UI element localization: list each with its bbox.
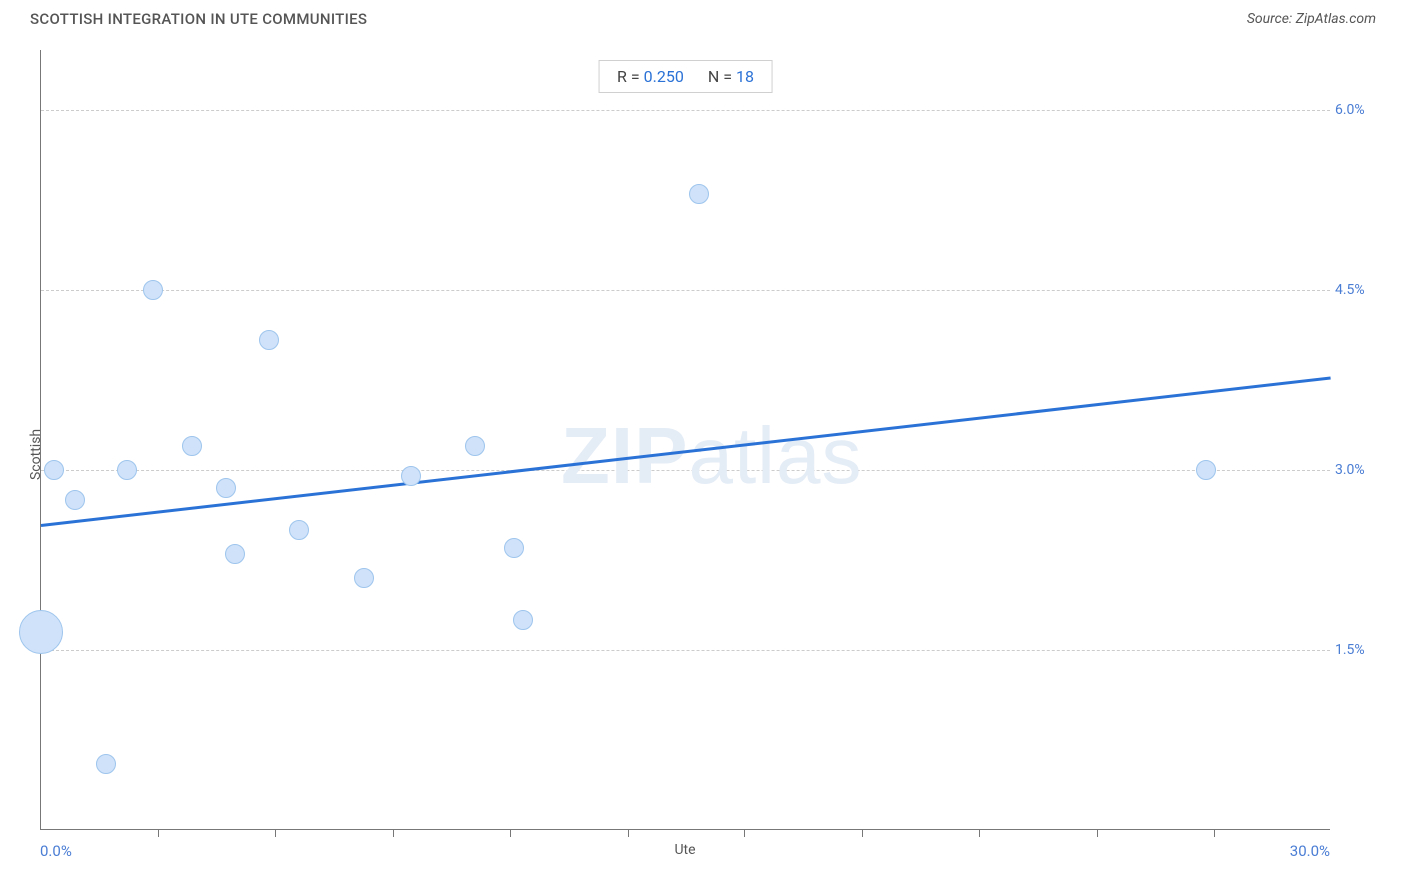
scatter-point (44, 460, 64, 480)
y-tick-label: 6.0% (1335, 102, 1380, 118)
stat-n: N = 18 (708, 67, 754, 86)
x-tick (1097, 829, 1098, 837)
x-axis-max-label: 30.0% (1290, 842, 1330, 860)
scatter-point (689, 184, 709, 204)
x-tick (510, 829, 511, 837)
chart-container: 1.5%3.0%4.5%6.0%ZIPatlasR = 0.250N = 18 … (40, 50, 1380, 860)
x-tick (628, 829, 629, 837)
scatter-point (513, 610, 533, 630)
x-tick (744, 829, 745, 837)
x-axis-min-label: 0.0% (40, 842, 72, 860)
scatter-point (225, 544, 245, 564)
scatter-point (143, 280, 163, 300)
y-tick-label: 4.5% (1335, 282, 1380, 298)
gridline-horizontal (41, 470, 1330, 471)
stats-box: R = 0.250 N = 18 (598, 60, 773, 93)
x-tick (1214, 829, 1215, 837)
plot-area: 1.5%3.0%4.5%6.0%ZIPatlasR = 0.250N = 18 (40, 50, 1330, 830)
scatter-point (19, 610, 63, 654)
source-attribution: Source: ZipAtlas.com (1247, 11, 1376, 27)
y-tick-label: 1.5% (1335, 642, 1380, 658)
gridline-horizontal (41, 110, 1330, 111)
x-tick (979, 829, 980, 837)
scatter-point (289, 520, 309, 540)
y-tick-label: 3.0% (1335, 462, 1380, 478)
chart-header: SCOTTISH INTEGRATION IN UTE COMMUNITIES … (0, 0, 1406, 36)
scatter-point (182, 436, 202, 456)
stat-r: R = 0.250 (617, 67, 684, 86)
chart-title: SCOTTISH INTEGRATION IN UTE COMMUNITIES (30, 10, 367, 28)
scatter-point (504, 538, 524, 558)
trend-line (41, 376, 1331, 527)
scatter-point (354, 568, 374, 588)
gridline-horizontal (41, 290, 1330, 291)
scatter-point (117, 460, 137, 480)
x-tick (393, 829, 394, 837)
stat-r-value: 0.250 (644, 67, 684, 86)
scatter-point (465, 436, 485, 456)
x-tick (862, 829, 863, 837)
x-axis-label: Ute (40, 842, 1330, 858)
scatter-point (216, 478, 236, 498)
gridline-horizontal (41, 650, 1330, 651)
scatter-point (65, 490, 85, 510)
scatter-point (401, 466, 421, 486)
watermark: ZIPatlas (561, 410, 862, 502)
scatter-point (259, 330, 279, 350)
scatter-point (1196, 460, 1216, 480)
x-tick (275, 829, 276, 837)
x-tick (158, 829, 159, 837)
y-axis-label: Scottish (28, 429, 44, 480)
stat-n-value: 18 (736, 67, 754, 86)
scatter-point (96, 754, 116, 774)
